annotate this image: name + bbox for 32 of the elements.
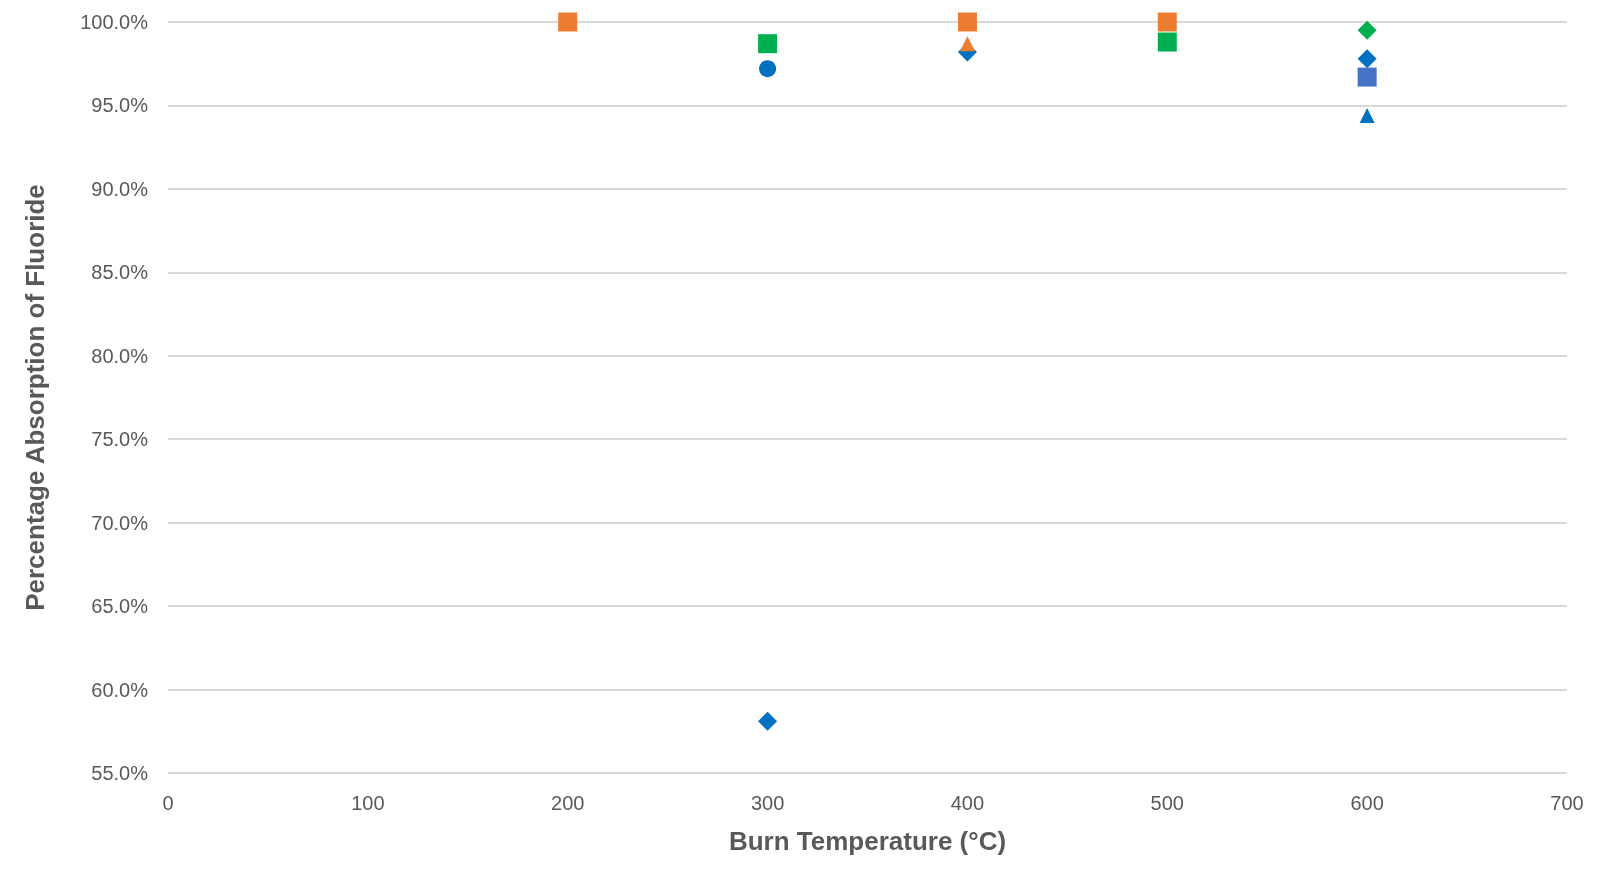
- y-tick-label: 60.0%: [91, 678, 149, 701]
- y-tick-label: 70.0%: [91, 511, 149, 534]
- y-tick-label: 85.0%: [91, 261, 149, 284]
- point: [1357, 67, 1377, 87]
- y-tick-label: 90.0%: [91, 177, 149, 200]
- y-tick-label: 95.0%: [91, 94, 149, 117]
- x-tick-label: 300: [750, 792, 785, 814]
- point: [558, 12, 578, 32]
- y-tick-label: 55.0%: [91, 762, 149, 784]
- point: [1359, 107, 1375, 123]
- point: [959, 36, 975, 52]
- point: [758, 34, 778, 54]
- x-tick-label: 0: [162, 792, 174, 814]
- x-axis-title: Burn Temperature (°C): [728, 826, 1007, 856]
- point: [1157, 12, 1177, 32]
- point: [957, 12, 977, 32]
- x-tick-label: 200: [551, 792, 585, 814]
- y-tick-label: 65.0%: [91, 595, 149, 618]
- x-tick-label: 600: [1350, 792, 1384, 814]
- y-axis-title: Percentage Absorption of Fluoride: [20, 184, 50, 611]
- point: [759, 60, 777, 78]
- x-tick-label: 500: [1150, 792, 1184, 814]
- point: [1157, 32, 1177, 52]
- x-tick-label: 700: [1550, 792, 1584, 814]
- y-tick-label: 80.0%: [91, 344, 149, 367]
- point: [758, 711, 778, 731]
- x-tick-label: 400: [950, 792, 985, 814]
- point: [1357, 20, 1377, 40]
- point: [1357, 49, 1377, 69]
- x-tick-label: 100: [351, 792, 385, 814]
- y-tick-label: 100.0%: [80, 11, 149, 33]
- y-tick-label: 75.0%: [91, 428, 149, 451]
